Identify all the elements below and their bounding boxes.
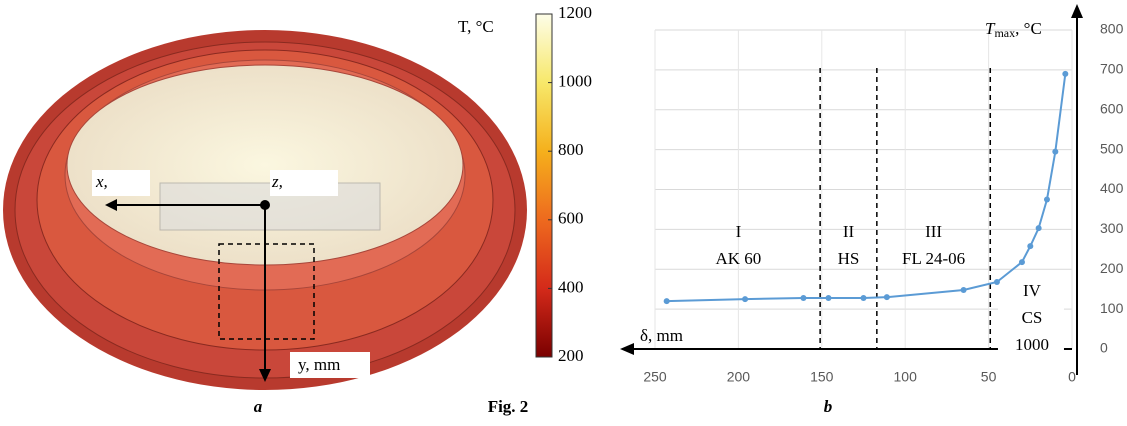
region-label: AK 60 — [715, 249, 761, 268]
y-tick-label: 600 — [1100, 100, 1124, 116]
x-tick-label: 200 — [727, 369, 751, 385]
x-tick-label: 50 — [981, 369, 997, 385]
y-tick-label: 100 — [1100, 300, 1124, 316]
axis-label: y, mm — [298, 355, 340, 374]
region-label: CS — [1022, 308, 1043, 327]
x-tick-label: 250 — [643, 369, 667, 385]
point — [1019, 259, 1025, 265]
y-tick-label: 700 — [1100, 61, 1124, 77]
region-label: 1000 — [1015, 335, 1049, 354]
region-label: FL 24-06 — [902, 249, 965, 268]
x-tick-label: 150 — [810, 369, 834, 385]
render — [3, 12, 528, 390]
axis-label: x, — [95, 172, 108, 191]
point — [861, 295, 867, 301]
y-tick-label: 0 — [1100, 340, 1108, 356]
colorbar-title: T, °C — [458, 17, 494, 36]
point — [1036, 225, 1042, 231]
y-axis-title-part: , °C — [1015, 19, 1042, 38]
colorbar-tick-label: 1200 — [558, 3, 592, 22]
axis-label: z, — [271, 172, 283, 191]
y-axis-title-part: max — [994, 26, 1015, 40]
point — [825, 295, 831, 301]
x-tick-label: 0 — [1068, 369, 1076, 385]
point — [1027, 243, 1033, 249]
point — [742, 296, 748, 302]
colorbar-tick-label: 600 — [558, 209, 584, 228]
point — [800, 295, 806, 301]
point — [1052, 149, 1058, 155]
region-label: IV — [1023, 281, 1042, 300]
point — [1062, 71, 1068, 77]
y-tick-label: 400 — [1100, 180, 1124, 196]
figure-caption: Fig. 2 — [488, 397, 529, 416]
colorbar-tick-label: 200 — [558, 346, 584, 365]
colorbar-tick-label: 400 — [558, 277, 584, 296]
y-tick-label: 200 — [1100, 260, 1124, 276]
y-tick-label: 500 — [1100, 140, 1124, 156]
region-label: II — [843, 222, 855, 241]
y-axis-title: Tmax, °C — [985, 19, 1042, 40]
x-tick-label: 100 — [894, 369, 918, 385]
y-tick-label: 800 — [1100, 21, 1124, 37]
point — [1044, 196, 1050, 202]
arrow — [1071, 4, 1083, 18]
region-label: I — [736, 222, 742, 241]
figure: x, z, y, mm T, °C Fig. 2 a b 200 400 600 80… — [0, 0, 1127, 421]
point — [994, 279, 1000, 285]
colorbar — [536, 14, 552, 357]
point — [664, 298, 670, 304]
panel-label: a — [254, 397, 263, 416]
x-axis-title: δ, mm — [640, 326, 683, 345]
point — [884, 294, 890, 300]
point — [961, 287, 967, 293]
region-label: III — [925, 222, 942, 241]
colorbar-tick-label: 800 — [558, 140, 584, 159]
region-label: HS — [838, 249, 860, 268]
y-tick-label: 300 — [1100, 220, 1124, 236]
arrow — [620, 343, 634, 355]
panel-label: b — [824, 397, 833, 416]
colorbar-tick-label: 1000 — [558, 72, 592, 91]
